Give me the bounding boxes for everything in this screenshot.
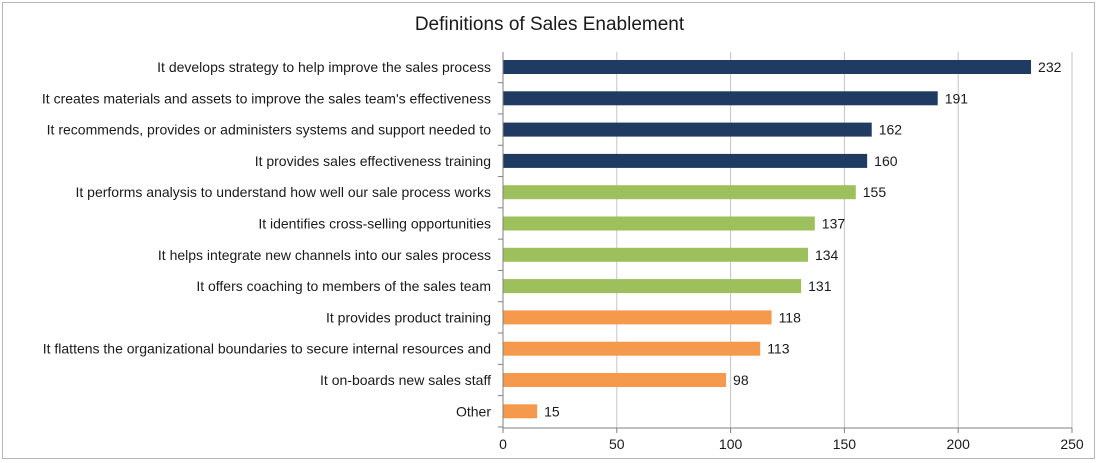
bar xyxy=(503,279,802,294)
value-label: 162 xyxy=(879,122,903,138)
x-tick-label: 200 xyxy=(947,436,971,452)
value-label: 155 xyxy=(863,184,887,200)
bar xyxy=(503,247,808,262)
value-label: 160 xyxy=(874,153,898,169)
bar xyxy=(503,185,856,200)
x-tick-label: 100 xyxy=(719,436,743,452)
value-label: 98 xyxy=(733,372,749,388)
category-label: It helps integrate new channels into our… xyxy=(158,247,491,263)
value-label: 134 xyxy=(815,247,839,263)
category-label: It recommends, provides or administers s… xyxy=(47,122,492,138)
value-label: 118 xyxy=(779,309,802,325)
category-label: It provides product training xyxy=(326,309,491,325)
bar xyxy=(503,404,538,419)
labels: 0 50 100 150 200 250 It develops strategy to h… xyxy=(42,59,1084,452)
category-label: It on-boards new sales staff xyxy=(320,372,491,388)
value-label: 232 xyxy=(1038,59,1062,75)
bar xyxy=(503,341,761,356)
x-tick-label: 50 xyxy=(609,436,625,452)
category-label: It develops strategy to help improve the… xyxy=(157,59,491,75)
x-tick-label: 0 xyxy=(499,436,507,452)
category-label: It creates materials and assets to impro… xyxy=(42,90,491,106)
value-label: 131 xyxy=(808,278,832,294)
bar xyxy=(503,310,772,325)
value-label: 191 xyxy=(945,90,969,106)
category-label: Other xyxy=(456,403,491,419)
category-label: It flattens the organizational boundarie… xyxy=(43,341,491,357)
bar xyxy=(503,153,868,168)
bar xyxy=(503,60,1032,74)
category-label: It offers coaching to members of the sal… xyxy=(196,278,491,294)
bar xyxy=(503,373,727,387)
bar xyxy=(503,122,872,137)
bar xyxy=(503,91,938,106)
x-tick-label: 150 xyxy=(833,436,857,452)
value-label: 15 xyxy=(544,403,560,419)
value-label: 113 xyxy=(767,341,790,357)
bar xyxy=(503,216,815,231)
chart-title: Definitions of Sales Enablement xyxy=(414,14,685,35)
grid-lines xyxy=(616,52,1073,428)
bars xyxy=(503,60,1032,419)
value-label: 137 xyxy=(822,216,846,232)
category-label: It performs analysis to understand how w… xyxy=(75,184,491,200)
x-tick-label: 250 xyxy=(1060,436,1084,452)
category-label: It identifies cross-selling opportunitie… xyxy=(258,216,491,232)
axes xyxy=(498,52,1073,433)
category-label: It provides sales effectiveness training xyxy=(255,153,491,169)
